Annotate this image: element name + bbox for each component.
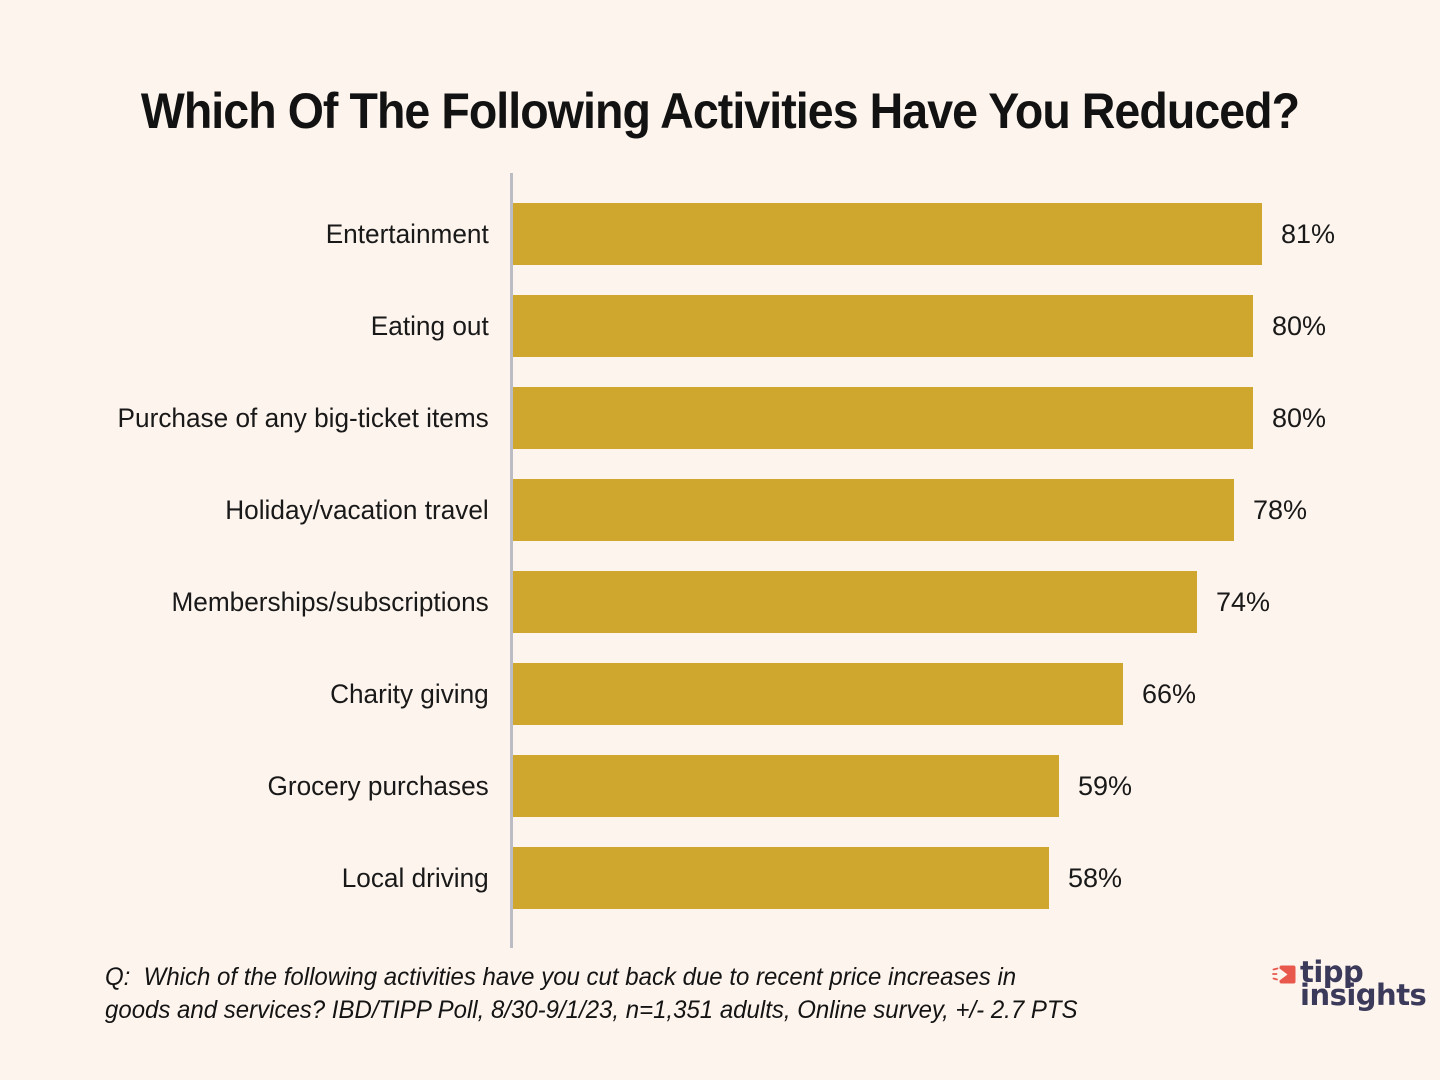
source-note-line2: goods and services? IBD/TIPP Poll, 8/30-…	[105, 996, 1078, 1024]
value-label: 81%	[1281, 218, 1336, 249]
value-label: 78%	[1253, 494, 1308, 525]
value-label: 80%	[1272, 310, 1327, 341]
bar	[513, 755, 1059, 817]
bar-row: Purchase of any big-ticket items 80%	[0, 387, 1440, 449]
bar	[513, 387, 1253, 449]
logo-word-tipp: tipp	[1300, 955, 1364, 989]
logo-wordmark: tipp insights	[1300, 955, 1427, 1012]
bar	[513, 571, 1197, 633]
bar-row: Charity giving 66%	[0, 663, 1440, 725]
bar	[513, 203, 1262, 265]
bar	[513, 847, 1049, 909]
chart-title: Which Of The Following Activities Have Y…	[140, 83, 1300, 139]
bar-chart: Entertainment 81% Eating out 80% Purchase of…	[0, 173, 1440, 948]
category-label: Charity giving	[330, 678, 489, 709]
source-note: Q: Which of the following activities hav…	[105, 961, 1180, 1027]
bar	[513, 663, 1123, 725]
value-label: 66%	[1142, 678, 1197, 709]
value-label: 59%	[1078, 770, 1133, 801]
tipp-logo-arrow-icon	[1272, 965, 1296, 984]
bar-row: Holiday/vacation travel 78%	[0, 479, 1440, 541]
category-label: Purchase of any big-ticket items	[117, 402, 489, 433]
bar-row: Eating out 80%	[0, 295, 1440, 357]
category-label: Memberships/subscriptions	[171, 586, 489, 617]
source-note-line1: Q: Which of the following activities hav…	[105, 963, 1017, 991]
bar-rows: Entertainment 81% Eating out 80% Purchase of…	[0, 203, 1440, 939]
bar-row: Local driving 58%	[0, 847, 1440, 909]
category-label: Holiday/vacation travel	[225, 494, 489, 525]
y-axis-line	[510, 173, 513, 948]
bar	[513, 295, 1253, 357]
category-label: Eating out	[370, 310, 489, 341]
value-label: 80%	[1272, 402, 1327, 433]
bar-row: Memberships/subscriptions 74%	[0, 571, 1440, 633]
bar-row: Grocery purchases 59%	[0, 755, 1440, 817]
category-label: Entertainment	[325, 218, 489, 249]
value-label: 74%	[1216, 586, 1271, 617]
value-label: 58%	[1068, 862, 1123, 893]
logo-word-insights: insights	[1300, 978, 1427, 1012]
tipp-insights-logo: tipp insights	[1272, 955, 1427, 1012]
bar-row: Entertainment 81%	[0, 203, 1440, 265]
bar	[513, 479, 1234, 541]
category-label: Local driving	[341, 862, 489, 893]
category-label: Grocery purchases	[267, 770, 489, 801]
